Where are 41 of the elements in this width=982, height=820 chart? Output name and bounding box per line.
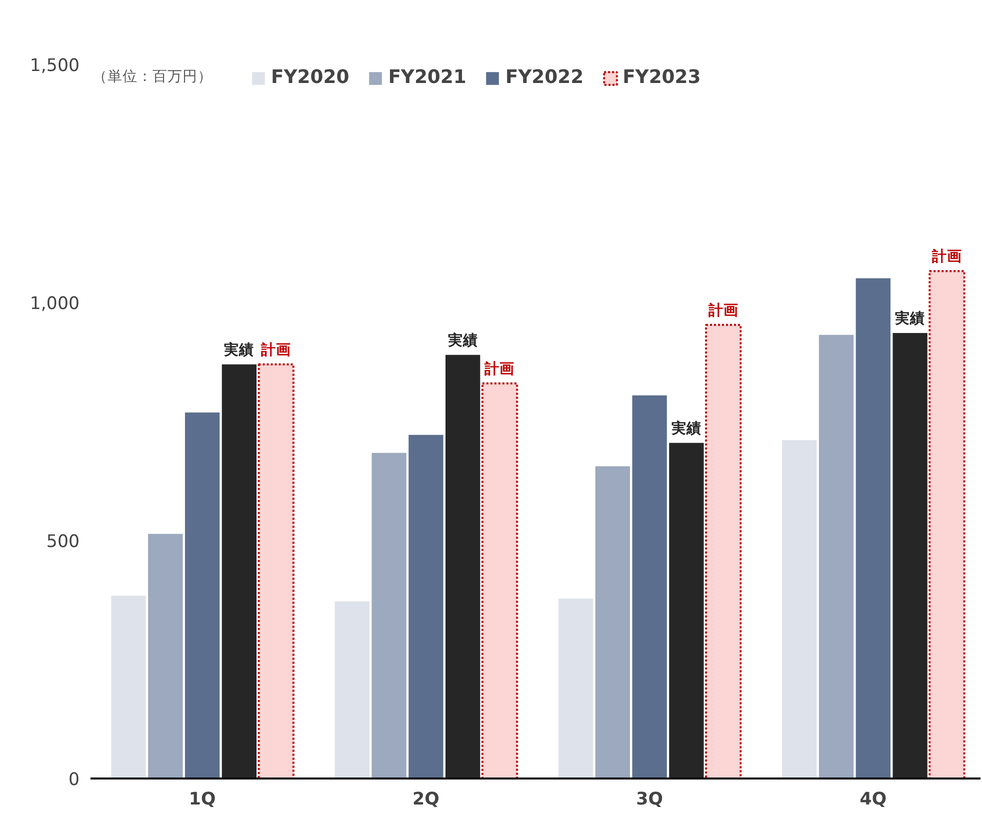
bar [928,270,966,778]
legend-label: FY2020 [271,67,350,88]
bar [258,363,294,778]
bar [408,434,444,778]
bar [558,598,594,778]
bar [372,452,406,778]
bar [892,332,928,778]
annotation: （単位：百万円） [92,68,212,85]
y-tick-label: 1,000 [30,294,80,314]
x-tick-label: 2Q [412,790,440,810]
data-label: 実績 [670,418,702,437]
data-label: 計画 [930,248,962,266]
bar [334,601,370,778]
bar [111,596,146,778]
legend-label: FY2021 [388,67,466,88]
y-tick-label: 0 [68,770,80,790]
bar [818,334,854,778]
data-label: 実績 [446,330,478,349]
bar [184,412,220,778]
data-label: 計画 [260,341,292,358]
data-label: 計画 [484,360,515,378]
bar [782,440,817,778]
bar [481,382,518,778]
y-tick-label: 500 [46,532,80,552]
bar [705,324,742,778]
bar [856,278,890,778]
bar [148,534,183,778]
bar [669,442,704,778]
bar [632,395,667,778]
bar [595,466,630,778]
x-tick-label: 3Q [636,790,663,810]
data-label: 計画 [707,302,738,319]
data-label: 実績 [894,308,926,327]
data-label: 実績 [223,340,254,358]
legend-label: FY2023 [622,67,701,88]
bar [222,364,257,778]
legend-label: FY2022 [505,67,584,88]
x-tick-label: 4Q [860,790,887,810]
x-tick-label: 1Q [188,790,216,810]
y-tick-label: 1,500 [30,56,80,76]
bar [445,354,480,778]
